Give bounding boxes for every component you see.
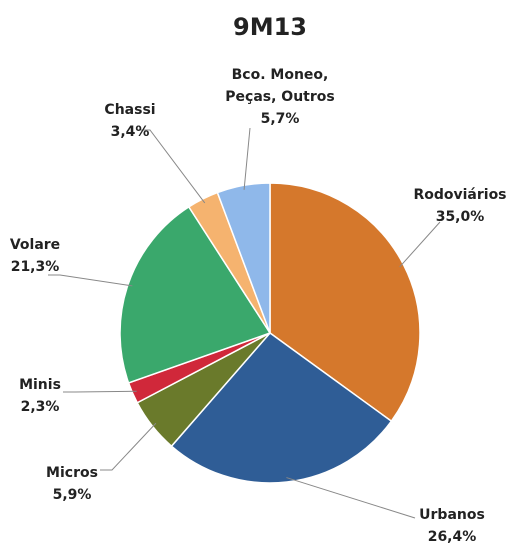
value-label: 5,7%: [261, 111, 300, 127]
pie-slice: [170, 331, 393, 484]
value-label: 2,3%: [21, 399, 60, 415]
slice-label: Chassi: [104, 102, 155, 118]
value-label: 21,3%: [11, 259, 60, 275]
pie-slice: [269, 182, 421, 423]
slice-label: Micros: [46, 465, 98, 481]
leader-line: [100, 422, 157, 471]
slice-label: Volare: [10, 237, 60, 253]
chart-title: 9M13: [233, 13, 307, 41]
slice-label: Urbanos: [419, 507, 485, 523]
slice-label: Minis: [19, 377, 61, 393]
slice-label: Rodoviários: [413, 187, 506, 203]
pie-slice: [119, 205, 272, 384]
leader-line: [399, 221, 441, 268]
leader-line: [63, 390, 137, 393]
value-label: 3,4%: [111, 124, 150, 140]
value-label: 35,0%: [436, 209, 485, 225]
leader-line: [138, 129, 206, 204]
value-label: 5,9%: [53, 487, 92, 503]
leader-line: [286, 477, 416, 519]
value-label: 26,4%: [428, 529, 477, 545]
leader-line: [243, 127, 251, 190]
leader-line: [48, 274, 133, 287]
pie-slice: [216, 182, 271, 334]
slice-label: Bco. Moneo, Peças, Outros: [225, 67, 334, 105]
